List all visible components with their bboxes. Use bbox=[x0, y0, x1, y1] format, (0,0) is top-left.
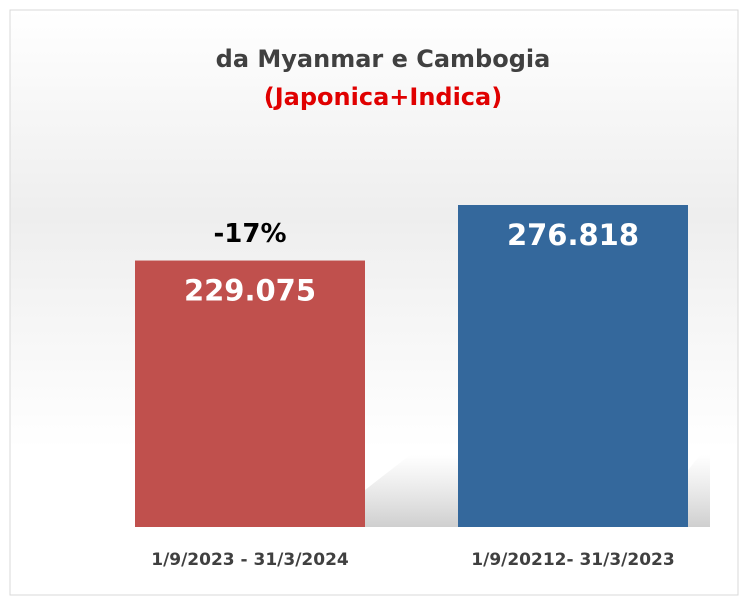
x-tick-label: 1/9/20212- 31/3/2023 bbox=[471, 550, 674, 570]
shadow bbox=[688, 455, 710, 527]
shadow bbox=[365, 455, 458, 527]
value-label: 229.075 bbox=[184, 274, 316, 308]
chart-subtitle: (Japonica+Indica) bbox=[264, 83, 502, 111]
annotation: -17% bbox=[213, 219, 286, 249]
bar bbox=[458, 205, 688, 527]
x-tick-label: 1/9/2023 - 31/3/2024 bbox=[151, 550, 349, 570]
value-label: 276.818 bbox=[507, 218, 639, 252]
chart-title: da Myanmar e Cambogia bbox=[216, 45, 551, 73]
bar bbox=[135, 260, 365, 527]
